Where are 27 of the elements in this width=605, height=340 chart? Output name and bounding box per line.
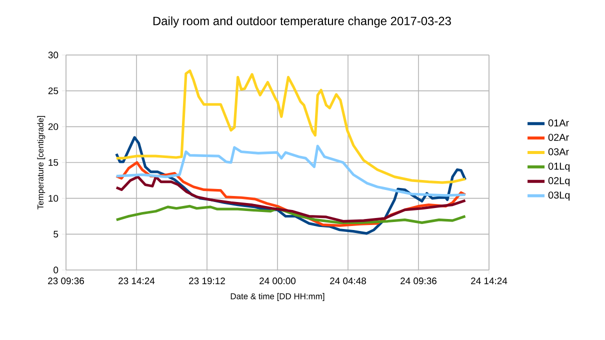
x-tick-label: 23 19:12 (189, 278, 225, 284)
y-tick-label: 5 (54, 230, 58, 238)
legend-label: 01Lq (548, 162, 570, 172)
y-tick-label: 15 (48, 159, 58, 166)
line-series (115, 204, 467, 224)
legend-label: 02Lq (548, 177, 570, 186)
line-series (115, 69, 467, 184)
line-series (115, 176, 467, 223)
legend-label: 03Lq (548, 192, 570, 201)
x-tick-label: 24 14:24 (471, 278, 508, 284)
x-tick-label: 23 09:36 (48, 278, 84, 284)
legend-label: 02Ar (548, 134, 569, 141)
y-axis-title: Temperature [centigrade] (37, 116, 46, 210)
x-tick-label: 23 14:24 (118, 278, 155, 284)
y-tick-label: 20 (48, 123, 58, 130)
x-tick-label: 24 00:00 (260, 278, 296, 284)
x-axis-title: Date & time [DD HH:mm] (230, 293, 324, 301)
y-tick-label: 25 (48, 87, 58, 94)
chart-title: Daily room and outdoor temperature change 2017-03-23 (153, 16, 451, 28)
legend-label: 01Ar (548, 119, 569, 126)
line-series (115, 144, 467, 197)
x-tick-label: 24 04:48 (330, 278, 366, 284)
y-tick-label: 30 (48, 52, 58, 58)
y-tick-label: 0 (54, 266, 58, 274)
x-tick-label: 24 09:36 (400, 278, 436, 284)
y-tick-label: 10 (48, 194, 58, 202)
legend-label: 03Ar (548, 148, 569, 156)
